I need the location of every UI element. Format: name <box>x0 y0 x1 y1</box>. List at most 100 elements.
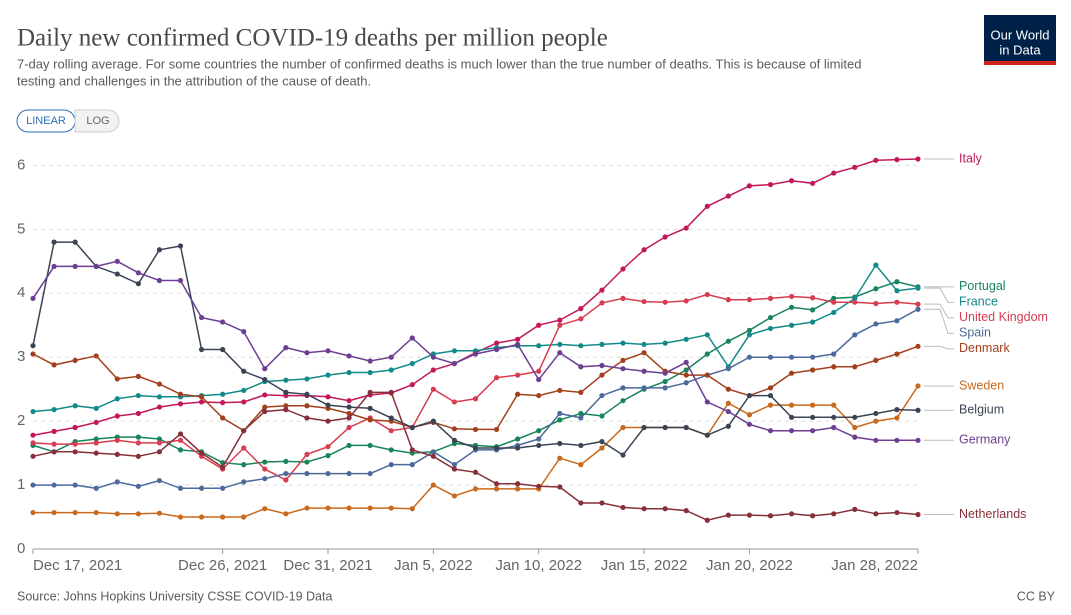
data-point <box>746 297 753 303</box>
data-point <box>283 477 289 483</box>
data-point <box>788 511 795 517</box>
data-point <box>177 514 184 520</box>
data-point <box>852 434 858 440</box>
data-point <box>72 441 78 447</box>
data-point <box>873 418 879 424</box>
data-point <box>725 408 731 415</box>
data-point <box>135 483 141 489</box>
data-point <box>177 277 184 284</box>
button-label[interactable]: LOG <box>86 115 109 127</box>
data-point <box>852 424 858 431</box>
data-point <box>325 453 331 459</box>
data-point <box>93 405 99 411</box>
data-point <box>156 381 163 387</box>
data-point <box>72 424 78 431</box>
data-point <box>241 329 247 335</box>
button-label[interactable]: LINEAR <box>26 115 66 127</box>
data-point <box>262 506 268 512</box>
data-point <box>873 357 879 363</box>
y-tick-label: 4 <box>17 284 25 301</box>
y-tick-label: 5 <box>17 220 25 237</box>
data-point <box>346 505 352 511</box>
data-point <box>304 376 310 382</box>
data-point <box>220 485 226 491</box>
logo[interactable] <box>984 15 1056 61</box>
data-point <box>725 193 731 199</box>
data-point <box>641 368 647 374</box>
legend-label: Netherlands <box>959 507 1026 521</box>
data-point <box>725 400 731 406</box>
data-point <box>831 295 837 301</box>
data-point <box>599 362 605 369</box>
data-point <box>599 413 605 419</box>
data-point <box>788 428 795 434</box>
data-point <box>852 414 858 420</box>
data-point <box>241 399 247 405</box>
data-point <box>915 285 921 291</box>
data-point <box>135 270 141 276</box>
data-point <box>30 453 36 459</box>
data-point <box>304 470 310 477</box>
data-point <box>557 322 563 328</box>
data-point <box>767 402 774 408</box>
data-point <box>915 407 921 413</box>
data-point <box>641 506 647 512</box>
data-point <box>894 415 900 421</box>
data-point <box>30 440 36 446</box>
data-point <box>304 505 310 511</box>
data-point <box>430 449 436 455</box>
series-line <box>32 263 919 413</box>
y-tick-label: 2 <box>17 412 25 429</box>
data-point <box>873 157 879 163</box>
data-point <box>704 291 710 298</box>
data-point <box>493 375 500 381</box>
data-point <box>620 266 626 272</box>
data-point <box>767 354 774 360</box>
data-point <box>894 299 900 305</box>
data-point <box>746 332 753 338</box>
data-point <box>767 392 774 399</box>
data-point <box>241 368 247 374</box>
log-button[interactable] <box>74 109 120 133</box>
data-point <box>788 322 795 328</box>
data-point <box>620 295 626 301</box>
data-point <box>114 271 120 277</box>
data-point <box>873 286 879 292</box>
data-point <box>198 346 205 353</box>
data-point <box>241 514 247 520</box>
data-point <box>51 428 57 434</box>
data-point <box>51 441 57 447</box>
data-point <box>262 459 268 465</box>
data-point <box>241 462 247 468</box>
data-point <box>557 455 563 461</box>
data-point <box>683 225 689 231</box>
data-point <box>451 466 458 472</box>
data-point <box>515 372 521 378</box>
data-point <box>810 367 816 373</box>
data-point <box>283 345 289 351</box>
data-point <box>810 402 816 408</box>
data-point <box>283 407 289 413</box>
data-point <box>725 338 731 344</box>
data-point <box>578 316 584 322</box>
data-point <box>283 511 289 517</box>
y-tick-label: 3 <box>17 348 25 365</box>
data-point <box>262 404 268 410</box>
label-leader <box>924 308 954 334</box>
plot: 0 1 2 3 4 5 6 Dec 17, 2021 Dec 26, 2021 Dec 31, 2… <box>17 151 1048 574</box>
data-point <box>156 440 163 446</box>
data-point <box>72 239 78 245</box>
data-point <box>472 351 479 357</box>
data-point <box>831 170 837 176</box>
data-point <box>831 511 837 517</box>
data-point <box>620 452 626 458</box>
data-point <box>557 410 563 417</box>
data-point <box>51 362 57 368</box>
data-point <box>30 408 36 415</box>
x-tick-label: Jan 15, 2022 <box>601 557 688 574</box>
data-point <box>493 445 500 451</box>
data-point <box>578 306 584 312</box>
data-point <box>177 401 184 407</box>
data-point <box>156 477 163 484</box>
license[interactable]: CC BY <box>1017 589 1056 603</box>
